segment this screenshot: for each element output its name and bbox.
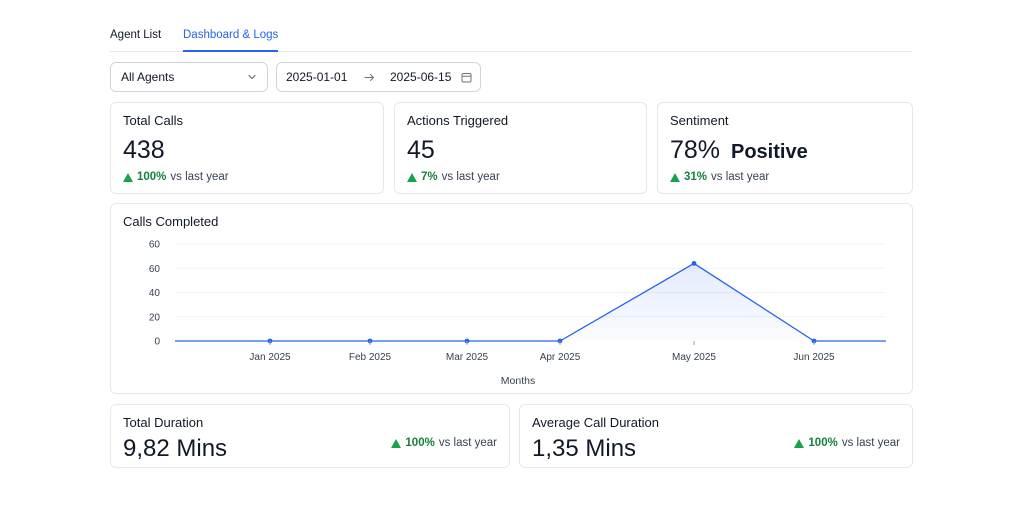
chart-x-tick-label: May 2025 (672, 352, 716, 363)
sentiment-label: Positive (731, 141, 808, 163)
total-duration-value: 9,82 Mins (123, 435, 228, 462)
chart-title: Calls Completed (123, 214, 219, 229)
chart-y-tick-label: 0 (154, 337, 160, 348)
date-range-picker[interactable]: 2025-01-01 2025-06-15 (276, 62, 481, 92)
total-duration-card: Total Duration 9,82 Mins 100% vs last ye… (110, 404, 510, 468)
average-duration-value: 1,35 Mins (532, 435, 637, 462)
chart-data-point (691, 261, 697, 266)
trend-up-icon (670, 172, 680, 182)
total-duration-change: 100% vs last year (391, 437, 497, 449)
chart-y-tick-label: 60 (149, 264, 161, 275)
arrow-right-icon (364, 74, 374, 81)
sentiment-value-row: 78% Positive (670, 136, 808, 165)
date-from-input[interactable]: 2025-01-01 (286, 70, 348, 84)
total-calls-percent: 100% (137, 171, 167, 183)
sentiment-value: 78% (670, 136, 721, 164)
average-duration-title: Average Call Duration (532, 415, 659, 430)
total-duration-percent: 100% (405, 437, 435, 449)
tab-agent-list[interactable]: Agent List (110, 29, 162, 41)
chart-x-tick-label: Mar 2025 (446, 352, 489, 363)
total-calls-title: Total Calls (123, 113, 183, 128)
sentiment-card: Sentiment 78% Positive 31% vs last year (657, 102, 913, 194)
calls-completed-chart: 0 20 40 60 60 Jan 2025 Feb 2025 Mar 2025 Apr 20… (149, 240, 886, 387)
total-calls-vs: vs last year (170, 171, 229, 183)
calendar-icon[interactable] (461, 72, 472, 83)
chart-y-tick-label: 20 (149, 312, 161, 323)
total-calls-change: 100% vs last year (123, 171, 229, 183)
average-duration-percent: 100% (808, 437, 838, 449)
agent-select[interactable]: All Agents (110, 62, 268, 92)
chart-x-axis-label: Months (501, 375, 535, 387)
average-duration-vs: vs last year (841, 437, 900, 449)
tab-bar: Agent List Dashboard & Logs (110, 22, 912, 52)
tab-dashboard-logs[interactable]: Dashboard & Logs (183, 29, 279, 52)
trend-up-icon (391, 438, 402, 448)
total-calls-card: Total Calls 438 100% vs last year (110, 102, 384, 194)
chevron-down-icon (248, 74, 256, 80)
total-duration-vs: vs last year (438, 437, 497, 449)
actions-title: Actions Triggered (407, 113, 509, 128)
sentiment-title: Sentiment (670, 113, 729, 128)
average-duration-change: 100% vs last year (794, 437, 900, 449)
calls-completed-card: Calls Completed 0 20 40 60 60 Jan 2025 Feb 20… (110, 203, 913, 394)
chart-x-tick-label: Jan 2025 (249, 352, 291, 363)
tab-dashboard-label: Dashboard & Logs (183, 29, 279, 41)
active-tab-indicator (183, 50, 279, 52)
chart-series-line (175, 262, 886, 342)
total-calls-value: 438 (123, 136, 165, 164)
chart-x-tick-label: Feb 2025 (349, 352, 392, 363)
total-duration-title: Total Duration (123, 415, 204, 430)
average-duration-card: Average Call Duration 1,35 Mins 100% vs … (519, 404, 913, 468)
chart-y-tick-label: 60 (149, 240, 161, 251)
sentiment-vs: vs last year (711, 171, 770, 183)
actions-card: Actions Triggered 45 7% vs last year (394, 102, 647, 194)
actions-vs: vs last year (441, 171, 500, 183)
agent-select-value: All Agents (121, 70, 175, 84)
trend-up-icon (407, 172, 417, 182)
date-to-input[interactable]: 2025-06-15 (390, 70, 452, 84)
chart-y-tick-label: 40 (149, 288, 161, 299)
sentiment-percent: 31% (684, 171, 708, 183)
chart-x-tick-label: Apr 2025 (540, 352, 581, 363)
chart-area-fill (175, 263, 886, 341)
chart-x-tick-label: Jun 2025 (793, 352, 835, 363)
actions-change: 7% vs last year (407, 171, 500, 183)
trend-up-icon (123, 172, 133, 182)
trend-up-icon (794, 438, 805, 448)
sentiment-change: 31% vs last year (670, 171, 769, 183)
actions-percent: 7% (421, 171, 438, 183)
actions-value: 45 (407, 136, 435, 164)
